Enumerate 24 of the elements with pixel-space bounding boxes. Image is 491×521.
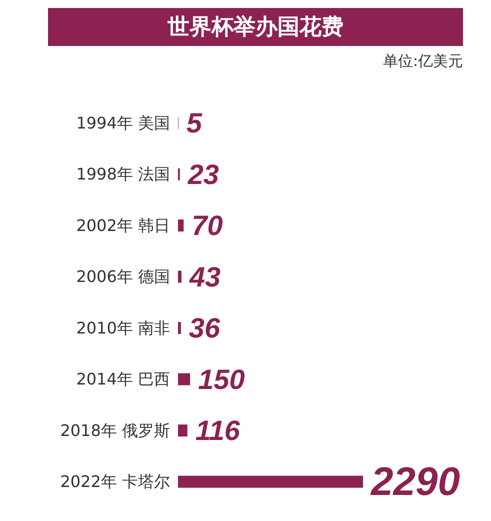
- data-label: 23: [186, 158, 220, 190]
- data-label: 43: [188, 261, 222, 292]
- data-label: 36: [188, 312, 220, 344]
- y-tick-label: 2006年 德国: [76, 267, 170, 286]
- bar: [178, 424, 188, 436]
- y-tick-label: 2018年 俄罗斯: [60, 420, 170, 440]
- data-label: 5: [186, 108, 202, 138]
- bar: [178, 270, 182, 283]
- text: 单位:亿美元: [382, 52, 463, 71]
- y-tick-label: 1998年 法国: [76, 164, 170, 184]
- bar: [178, 220, 184, 232]
- data-label: 116: [195, 415, 240, 446]
- y-tick-label: 1994年 美国: [76, 113, 170, 132]
- chart-title: 世界杯举办国花费: [48, 8, 463, 46]
- data-label: 2290: [370, 460, 460, 504]
- bar: [178, 373, 190, 386]
- bar: [178, 476, 363, 488]
- bar: [178, 322, 181, 334]
- y-tick-label: 2022年 卡塔尔: [60, 472, 170, 492]
- y-tick-label: 2002年 韩日: [76, 216, 170, 235]
- y-tick-label: 2014年 巴西: [76, 370, 170, 389]
- y-tick-label: 2010年 南非: [76, 318, 170, 338]
- data-label: 70: [192, 210, 224, 241]
- data-label: 150: [198, 364, 246, 395]
